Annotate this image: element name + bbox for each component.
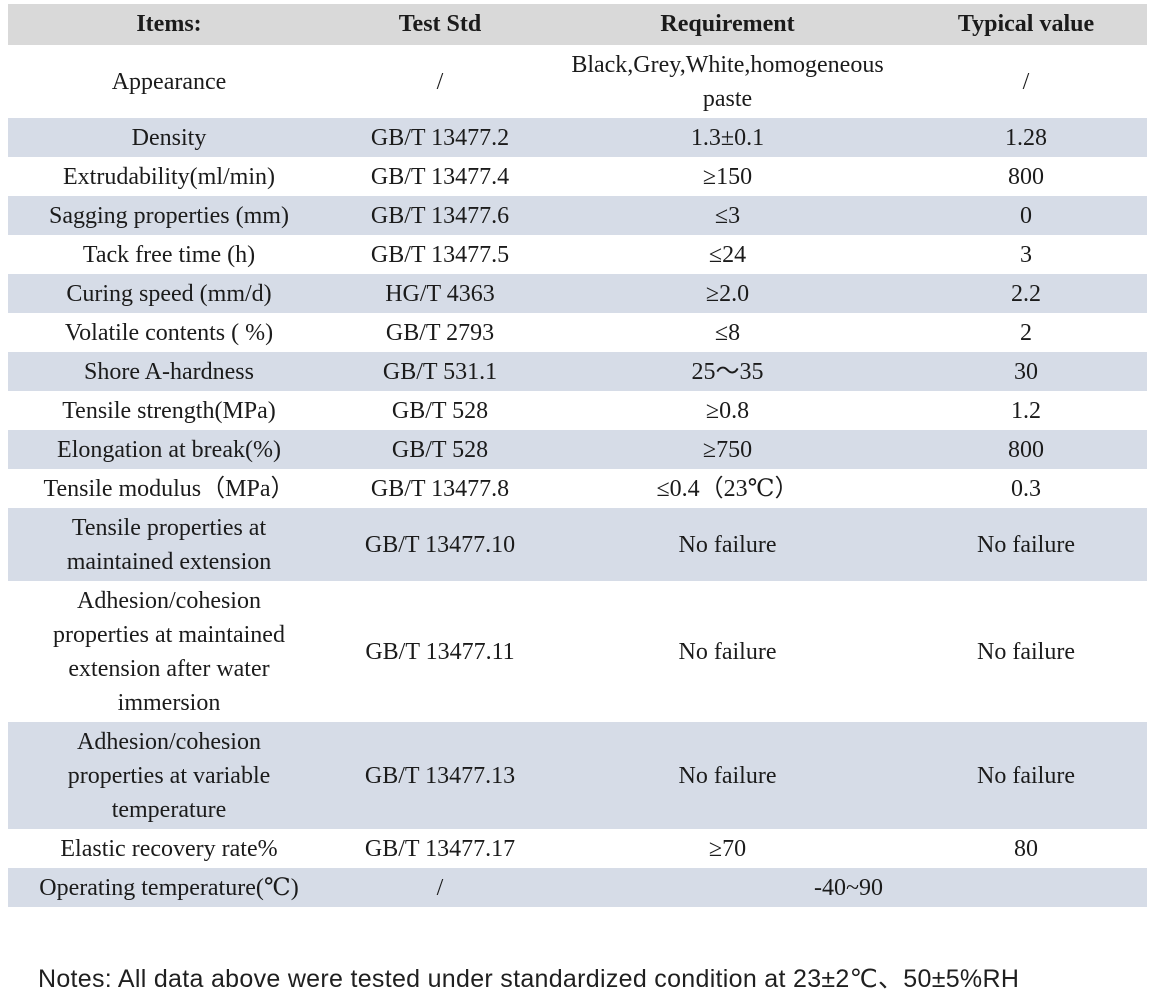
test-std-cell: / bbox=[330, 868, 550, 907]
typical-value-cell: 2 bbox=[905, 313, 1147, 352]
table-row: Volatile contents ( %) GB/T 2793 ≤8 2 bbox=[8, 313, 1147, 352]
item-cell: Curing speed (mm/d) bbox=[8, 274, 330, 313]
test-std-cell: GB/T 13477.6 bbox=[330, 196, 550, 235]
spec-table-header: Items: Test Std Requirement Typical valu… bbox=[8, 4, 1147, 45]
test-std-cell: GB/T 13477.10 bbox=[330, 508, 550, 581]
header-items: Items: bbox=[8, 4, 330, 45]
table-row: Shore A-hardness GB/T 531.1 25～35 30 bbox=[8, 352, 1147, 391]
test-std-cell: GB/T 531.1 bbox=[330, 352, 550, 391]
requirement-span-cell: -40~90 bbox=[550, 868, 1147, 907]
test-std-cell: GB/T 2793 bbox=[330, 313, 550, 352]
typical-value-cell: 800 bbox=[905, 157, 1147, 196]
table-row: Extrudability(ml/min) GB/T 13477.4 ≥150 800 bbox=[8, 157, 1147, 196]
table-row: Elastic recovery rate% GB/T 13477.17 ≥70 80 bbox=[8, 829, 1147, 868]
typical-value-cell: No failure bbox=[905, 581, 1147, 722]
spec-table: Items: Test Std Requirement Typical valu… bbox=[8, 4, 1147, 907]
requirement-cell: ≥70 bbox=[550, 829, 905, 868]
item-cell: Density bbox=[8, 118, 330, 157]
header-row: Items: Test Std Requirement Typical valu… bbox=[8, 4, 1147, 45]
item-cell: Extrudability(ml/min) bbox=[8, 157, 330, 196]
test-std-cell: GB/T 13477.13 bbox=[330, 722, 550, 829]
item-cell: Elastic recovery rate% bbox=[8, 829, 330, 868]
item-cell: Elongation at break(%) bbox=[8, 430, 330, 469]
typical-value-cell: 0.3 bbox=[905, 469, 1147, 508]
table-row: Appearance / Black,Grey,White,homogeneous … bbox=[8, 45, 1147, 118]
requirement-cell: No failure bbox=[550, 722, 905, 829]
item-cell: Tensile properties at maintained extensi… bbox=[8, 508, 330, 581]
item-cell: Volatile contents ( %) bbox=[8, 313, 330, 352]
test-std-cell: GB/T 13477.5 bbox=[330, 235, 550, 274]
table-row: Tensile properties at maintained extensi… bbox=[8, 508, 1147, 581]
table-row: Operating temperature(℃) / -40~90 bbox=[8, 868, 1147, 907]
typical-value-cell: / bbox=[905, 45, 1147, 118]
item-cell: Appearance bbox=[8, 45, 330, 118]
requirement-cell: 25～35 bbox=[550, 352, 905, 391]
test-std-cell: / bbox=[330, 45, 550, 118]
test-std-cell: GB/T 13477.2 bbox=[330, 118, 550, 157]
table-row: Density GB/T 13477.2 1.3±0.1 1.28 bbox=[8, 118, 1147, 157]
item-cell: Shore A-hardness bbox=[8, 352, 330, 391]
table-row: Tensile modulus（MPa） GB/T 13477.8 ≤0.4（23℃… bbox=[8, 469, 1147, 508]
test-std-cell: HG/T 4363 bbox=[330, 274, 550, 313]
requirement-cell: ≤0.4（23℃） bbox=[550, 469, 905, 508]
table-row: Adhesion/cohesion properties at variable… bbox=[8, 722, 1147, 829]
requirement-cell: ≥150 bbox=[550, 157, 905, 196]
item-cell: Tensile strength(MPa) bbox=[8, 391, 330, 430]
header-requirement: Requirement bbox=[550, 4, 905, 45]
item-cell: Adhesion/cohesion properties at variable… bbox=[8, 722, 330, 829]
table-row: Tack free time (h) GB/T 13477.5 ≤24 3 bbox=[8, 235, 1147, 274]
test-std-cell: GB/T 528 bbox=[330, 430, 550, 469]
typical-value-cell: 0 bbox=[905, 196, 1147, 235]
typical-value-cell: 2.2 bbox=[905, 274, 1147, 313]
requirement-cell: No failure bbox=[550, 581, 905, 722]
requirement-cell: ≥0.8 bbox=[550, 391, 905, 430]
requirement-cell: Black,Grey,White,homogeneous paste bbox=[550, 45, 905, 118]
typical-value-cell: No failure bbox=[905, 508, 1147, 581]
item-cell: Tensile modulus（MPa） bbox=[8, 469, 330, 508]
table-row: Elongation at break(%) GB/T 528 ≥750 800 bbox=[8, 430, 1147, 469]
item-cell: Tack free time (h) bbox=[8, 235, 330, 274]
requirement-cell: ≥750 bbox=[550, 430, 905, 469]
requirement-cell: 1.3±0.1 bbox=[550, 118, 905, 157]
notes-text: Notes: All data above were tested under … bbox=[38, 965, 1020, 993]
test-std-cell: GB/T 528 bbox=[330, 391, 550, 430]
typical-value-cell: 30 bbox=[905, 352, 1147, 391]
item-cell: Operating temperature(℃) bbox=[8, 868, 330, 907]
typical-value-cell: 80 bbox=[905, 829, 1147, 868]
test-std-cell: GB/T 13477.11 bbox=[330, 581, 550, 722]
typical-value-cell: 1.2 bbox=[905, 391, 1147, 430]
requirement-cell: ≥2.0 bbox=[550, 274, 905, 313]
table-row: Adhesion/cohesion properties at maintain… bbox=[8, 581, 1147, 722]
test-std-cell: GB/T 13477.4 bbox=[330, 157, 550, 196]
typical-value-cell: No failure bbox=[905, 722, 1147, 829]
spec-table-body: Appearance / Black,Grey,White,homogeneous … bbox=[8, 45, 1147, 907]
item-cell: Sagging properties (mm) bbox=[8, 196, 330, 235]
test-std-cell: GB/T 13477.17 bbox=[330, 829, 550, 868]
item-cell: Adhesion/cohesion properties at maintain… bbox=[8, 581, 330, 722]
header-typical-value: Typical value bbox=[905, 4, 1147, 45]
requirement-cell: ≤3 bbox=[550, 196, 905, 235]
table-row: Sagging properties (mm) GB/T 13477.6 ≤3 0 bbox=[8, 196, 1147, 235]
typical-value-cell: 1.28 bbox=[905, 118, 1147, 157]
typical-value-cell: 3 bbox=[905, 235, 1147, 274]
requirement-cell: ≤8 bbox=[550, 313, 905, 352]
requirement-cell: ≤24 bbox=[550, 235, 905, 274]
test-std-cell: GB/T 13477.8 bbox=[330, 469, 550, 508]
header-test-std: Test Std bbox=[330, 4, 550, 45]
table-row: Tensile strength(MPa) GB/T 528 ≥0.8 1.2 bbox=[8, 391, 1147, 430]
typical-value-cell: 800 bbox=[905, 430, 1147, 469]
table-row: Curing speed (mm/d) HG/T 4363 ≥2.0 2.2 bbox=[8, 274, 1147, 313]
requirement-cell: No failure bbox=[550, 508, 905, 581]
